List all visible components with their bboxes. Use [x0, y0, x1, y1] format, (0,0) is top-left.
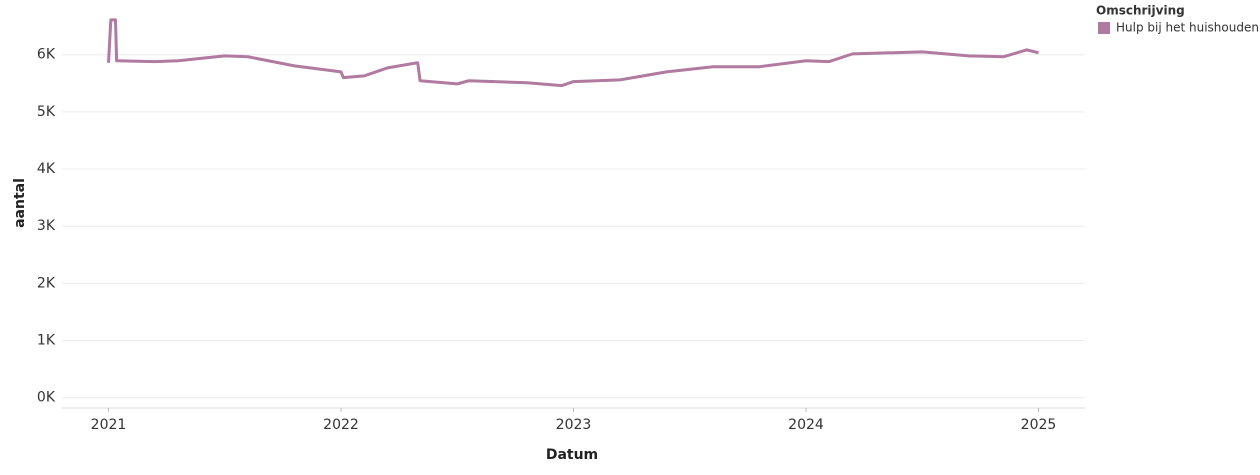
y-tick-label: 4K — [37, 161, 56, 177]
y-tick-label: 0K — [37, 390, 56, 406]
y-tick-label: 2K — [37, 275, 56, 291]
legend-title: Omschrijving — [1096, 4, 1185, 18]
x-tick-label: 2022 — [323, 417, 359, 433]
y-tick-label: 5K — [37, 104, 56, 120]
y-tick-label: 1K — [37, 333, 56, 349]
y-tick-label: 3K — [37, 218, 56, 234]
x-tick-label: 2025 — [1021, 417, 1057, 433]
x-axis-title: Datum — [546, 447, 598, 463]
legend-item: Hulp bij het huishouden — [1116, 21, 1259, 35]
x-tick-label: 2024 — [788, 417, 824, 433]
legend-swatch — [1098, 22, 1110, 34]
x-tick-label: 2023 — [556, 417, 592, 433]
x-tick-label: 2021 — [91, 417, 127, 433]
series-line — [107, 18, 1039, 88]
y-tick-label: 6K — [37, 47, 56, 63]
y-axis-title: aantal — [12, 178, 28, 228]
